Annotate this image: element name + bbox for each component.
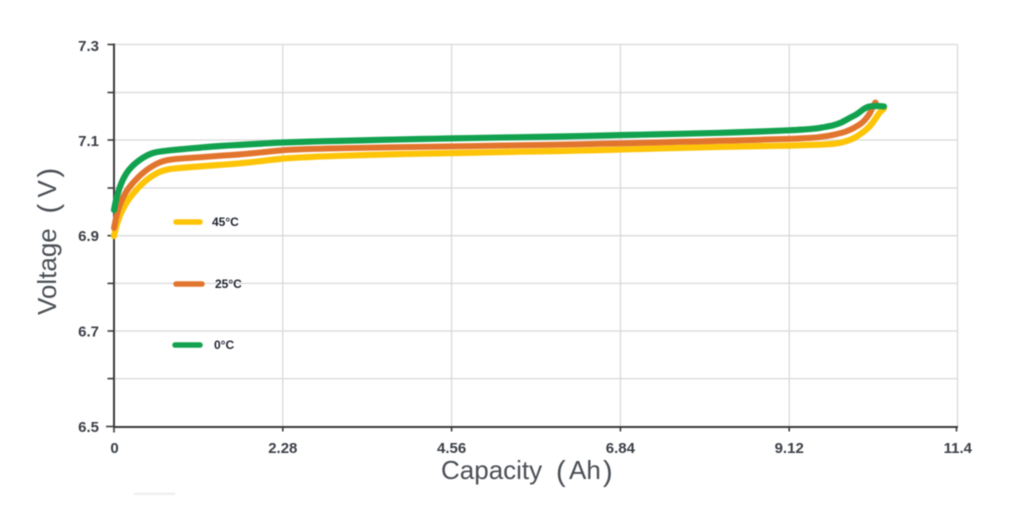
svg-text:11.4: 11.4 [944, 440, 973, 457]
svg-text:6.7: 6.7 [78, 324, 99, 341]
svg-text:9.12: 9.12 [775, 440, 804, 457]
svg-text:6.84: 6.84 [606, 440, 636, 457]
svg-text:Ah: Ah [569, 455, 601, 485]
svg-text:45°C: 45°C [212, 215, 239, 229]
svg-text:0: 0 [110, 440, 118, 457]
svg-text:6.9: 6.9 [78, 228, 99, 245]
svg-text:2.28: 2.28 [268, 440, 297, 457]
svg-text:): ) [33, 168, 65, 178]
svg-text:(: ( [556, 456, 566, 488]
svg-text:7.3: 7.3 [78, 38, 99, 55]
svg-text:4.56: 4.56 [437, 440, 466, 457]
svg-text:25°C: 25°C [215, 277, 242, 291]
svg-text:Voltage: Voltage [32, 228, 62, 315]
svg-text:): ) [603, 456, 613, 488]
svg-text:(: ( [33, 204, 65, 214]
svg-text:Capacity: Capacity [441, 455, 542, 485]
svg-text:V: V [32, 180, 62, 198]
svg-text:0°C: 0°C [214, 338, 234, 352]
svg-text:7.1: 7.1 [78, 133, 99, 150]
svg-text:6.5: 6.5 [78, 419, 99, 436]
